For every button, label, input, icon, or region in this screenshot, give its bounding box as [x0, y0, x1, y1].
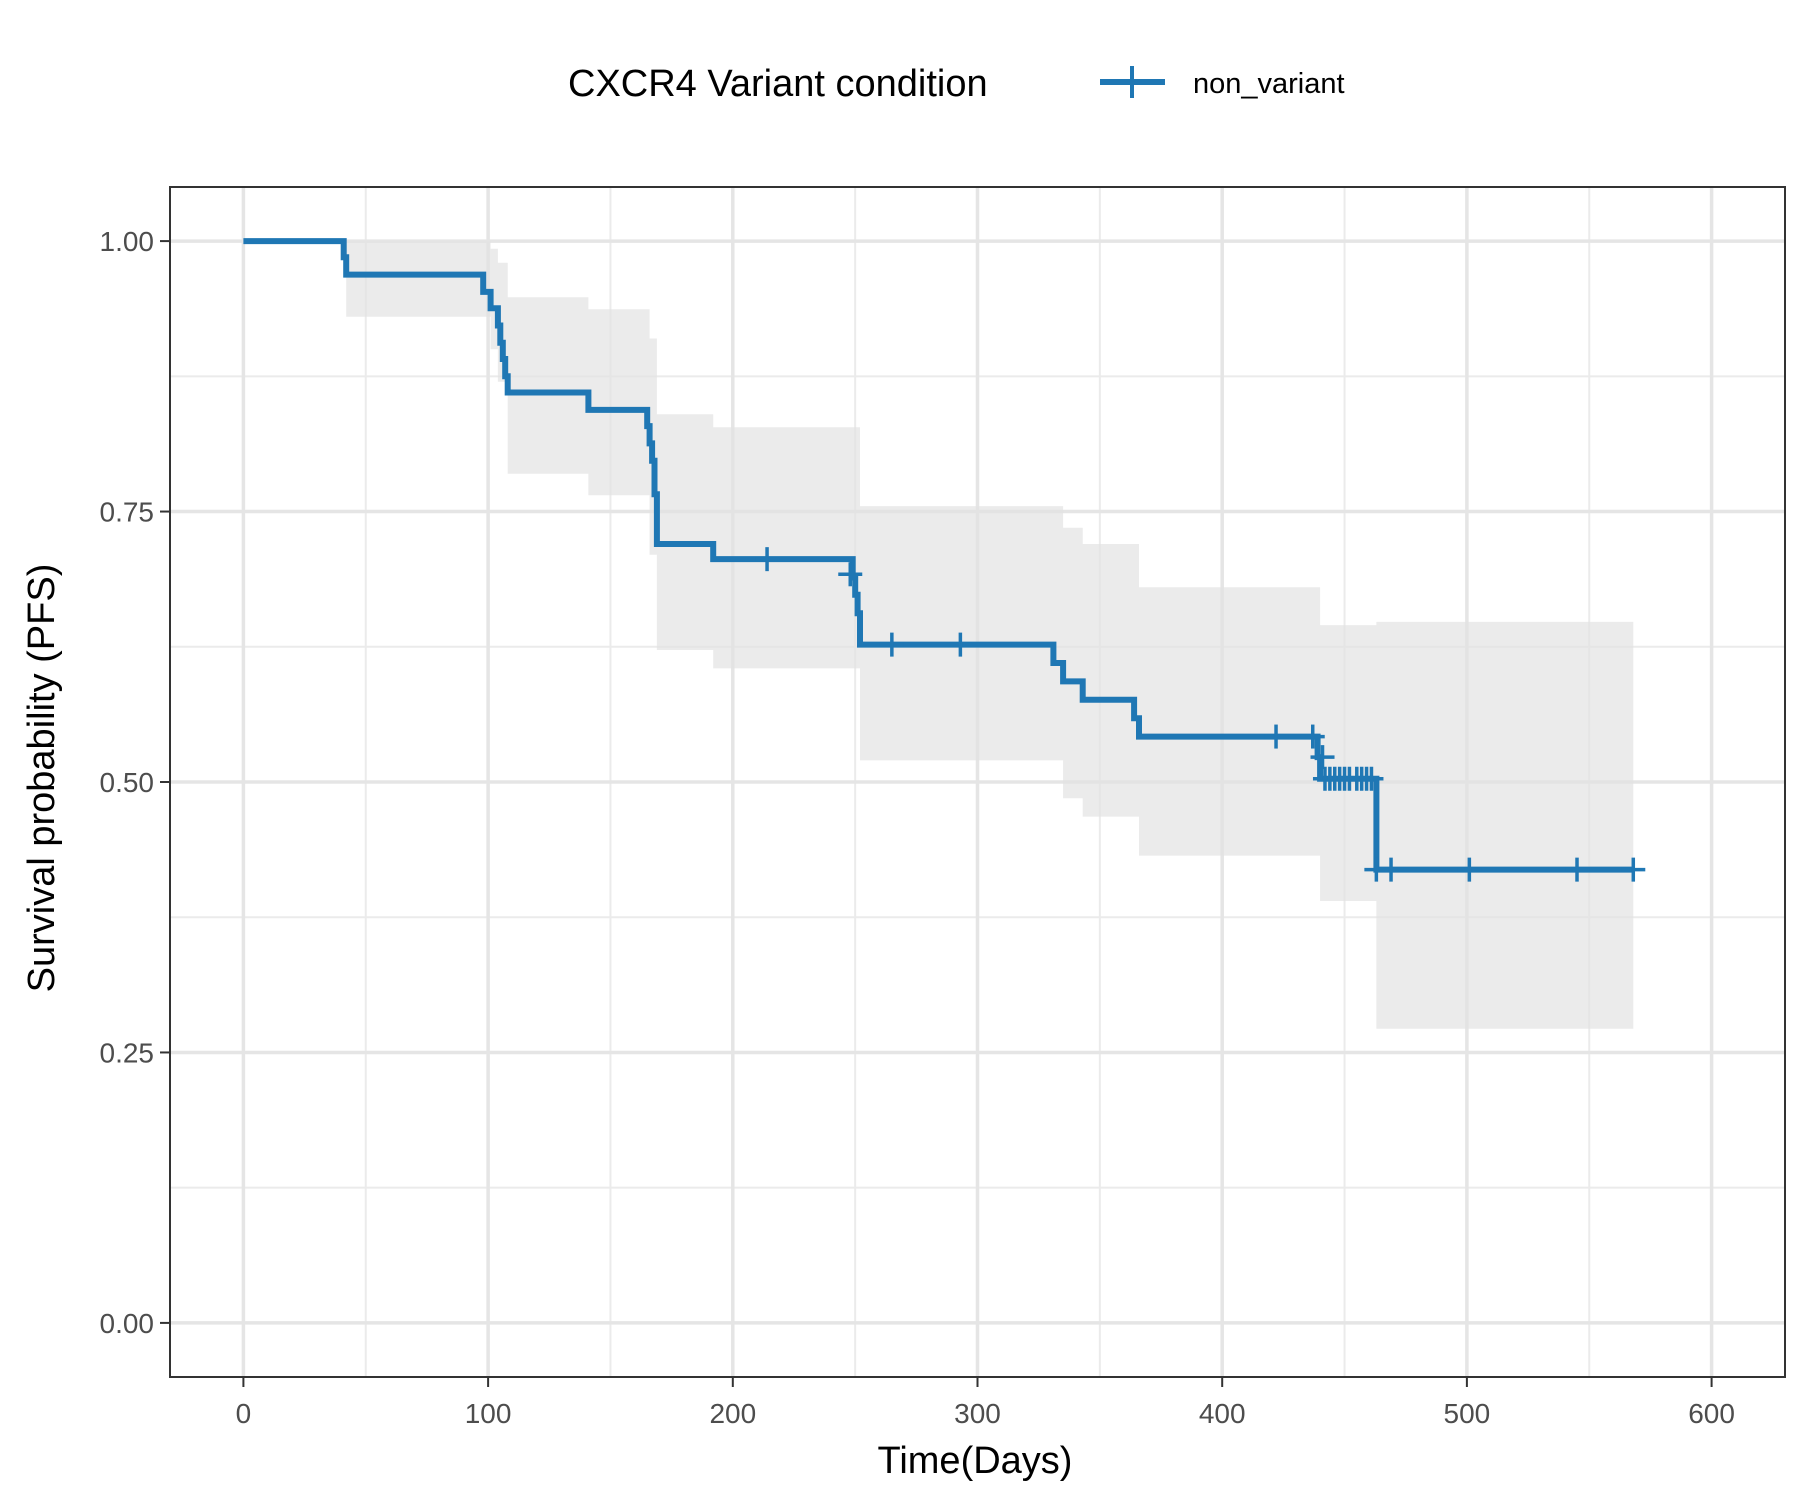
y-axis-title: Survival probability (PFS)	[21, 564, 63, 993]
x-tick-label: 200	[709, 1398, 756, 1429]
x-axis-title: Time(Days)	[878, 1440, 1073, 1482]
censor-mark	[1359, 766, 1384, 791]
x-tick-label: 300	[954, 1398, 1001, 1429]
legend: CXCR4 Variant condition non_variant	[568, 63, 1345, 105]
censor-mark	[879, 632, 904, 657]
y-tick-label: 0.25	[100, 1037, 155, 1068]
x-tick-label: 500	[1444, 1398, 1491, 1429]
survival-curve-line	[243, 238, 1634, 873]
y-axis: 0.00 0.25 0.50 0.75 1.00	[100, 226, 170, 1339]
censor-mark	[1621, 857, 1646, 882]
legend-label: non_variant	[1193, 68, 1345, 100]
censor-mark	[755, 547, 780, 572]
confidence-band	[243, 241, 1634, 1029]
confidence-band-area	[243, 241, 1634, 1029]
censor-mark	[1300, 724, 1325, 749]
y-tick-label: 0.50	[100, 767, 155, 798]
y-tick-label: 0.00	[100, 1308, 155, 1339]
x-tick-label: 400	[1199, 1398, 1246, 1429]
censor-mark	[838, 562, 863, 587]
legend-title: CXCR4 Variant condition	[568, 63, 988, 105]
x-axis: 0 100 200 300 400 500 600	[236, 1377, 1735, 1429]
plot-panel	[169, 186, 1786, 1378]
y-tick-label: 1.00	[100, 226, 155, 257]
x-tick-label: 600	[1688, 1398, 1735, 1429]
legend-key	[1100, 66, 1165, 98]
censor-mark	[948, 632, 973, 657]
x-tick-label: 0	[236, 1398, 252, 1429]
censor-mark	[1264, 724, 1289, 749]
censor-mark	[1457, 857, 1482, 882]
censor-mark	[1310, 745, 1335, 770]
y-tick-label: 0.75	[100, 497, 155, 528]
censor-mark	[1565, 857, 1590, 882]
censor-mark	[1379, 857, 1404, 882]
survival-curve	[243, 238, 1634, 873]
censor-marks	[755, 547, 1646, 882]
x-tick-label: 100	[465, 1398, 512, 1429]
